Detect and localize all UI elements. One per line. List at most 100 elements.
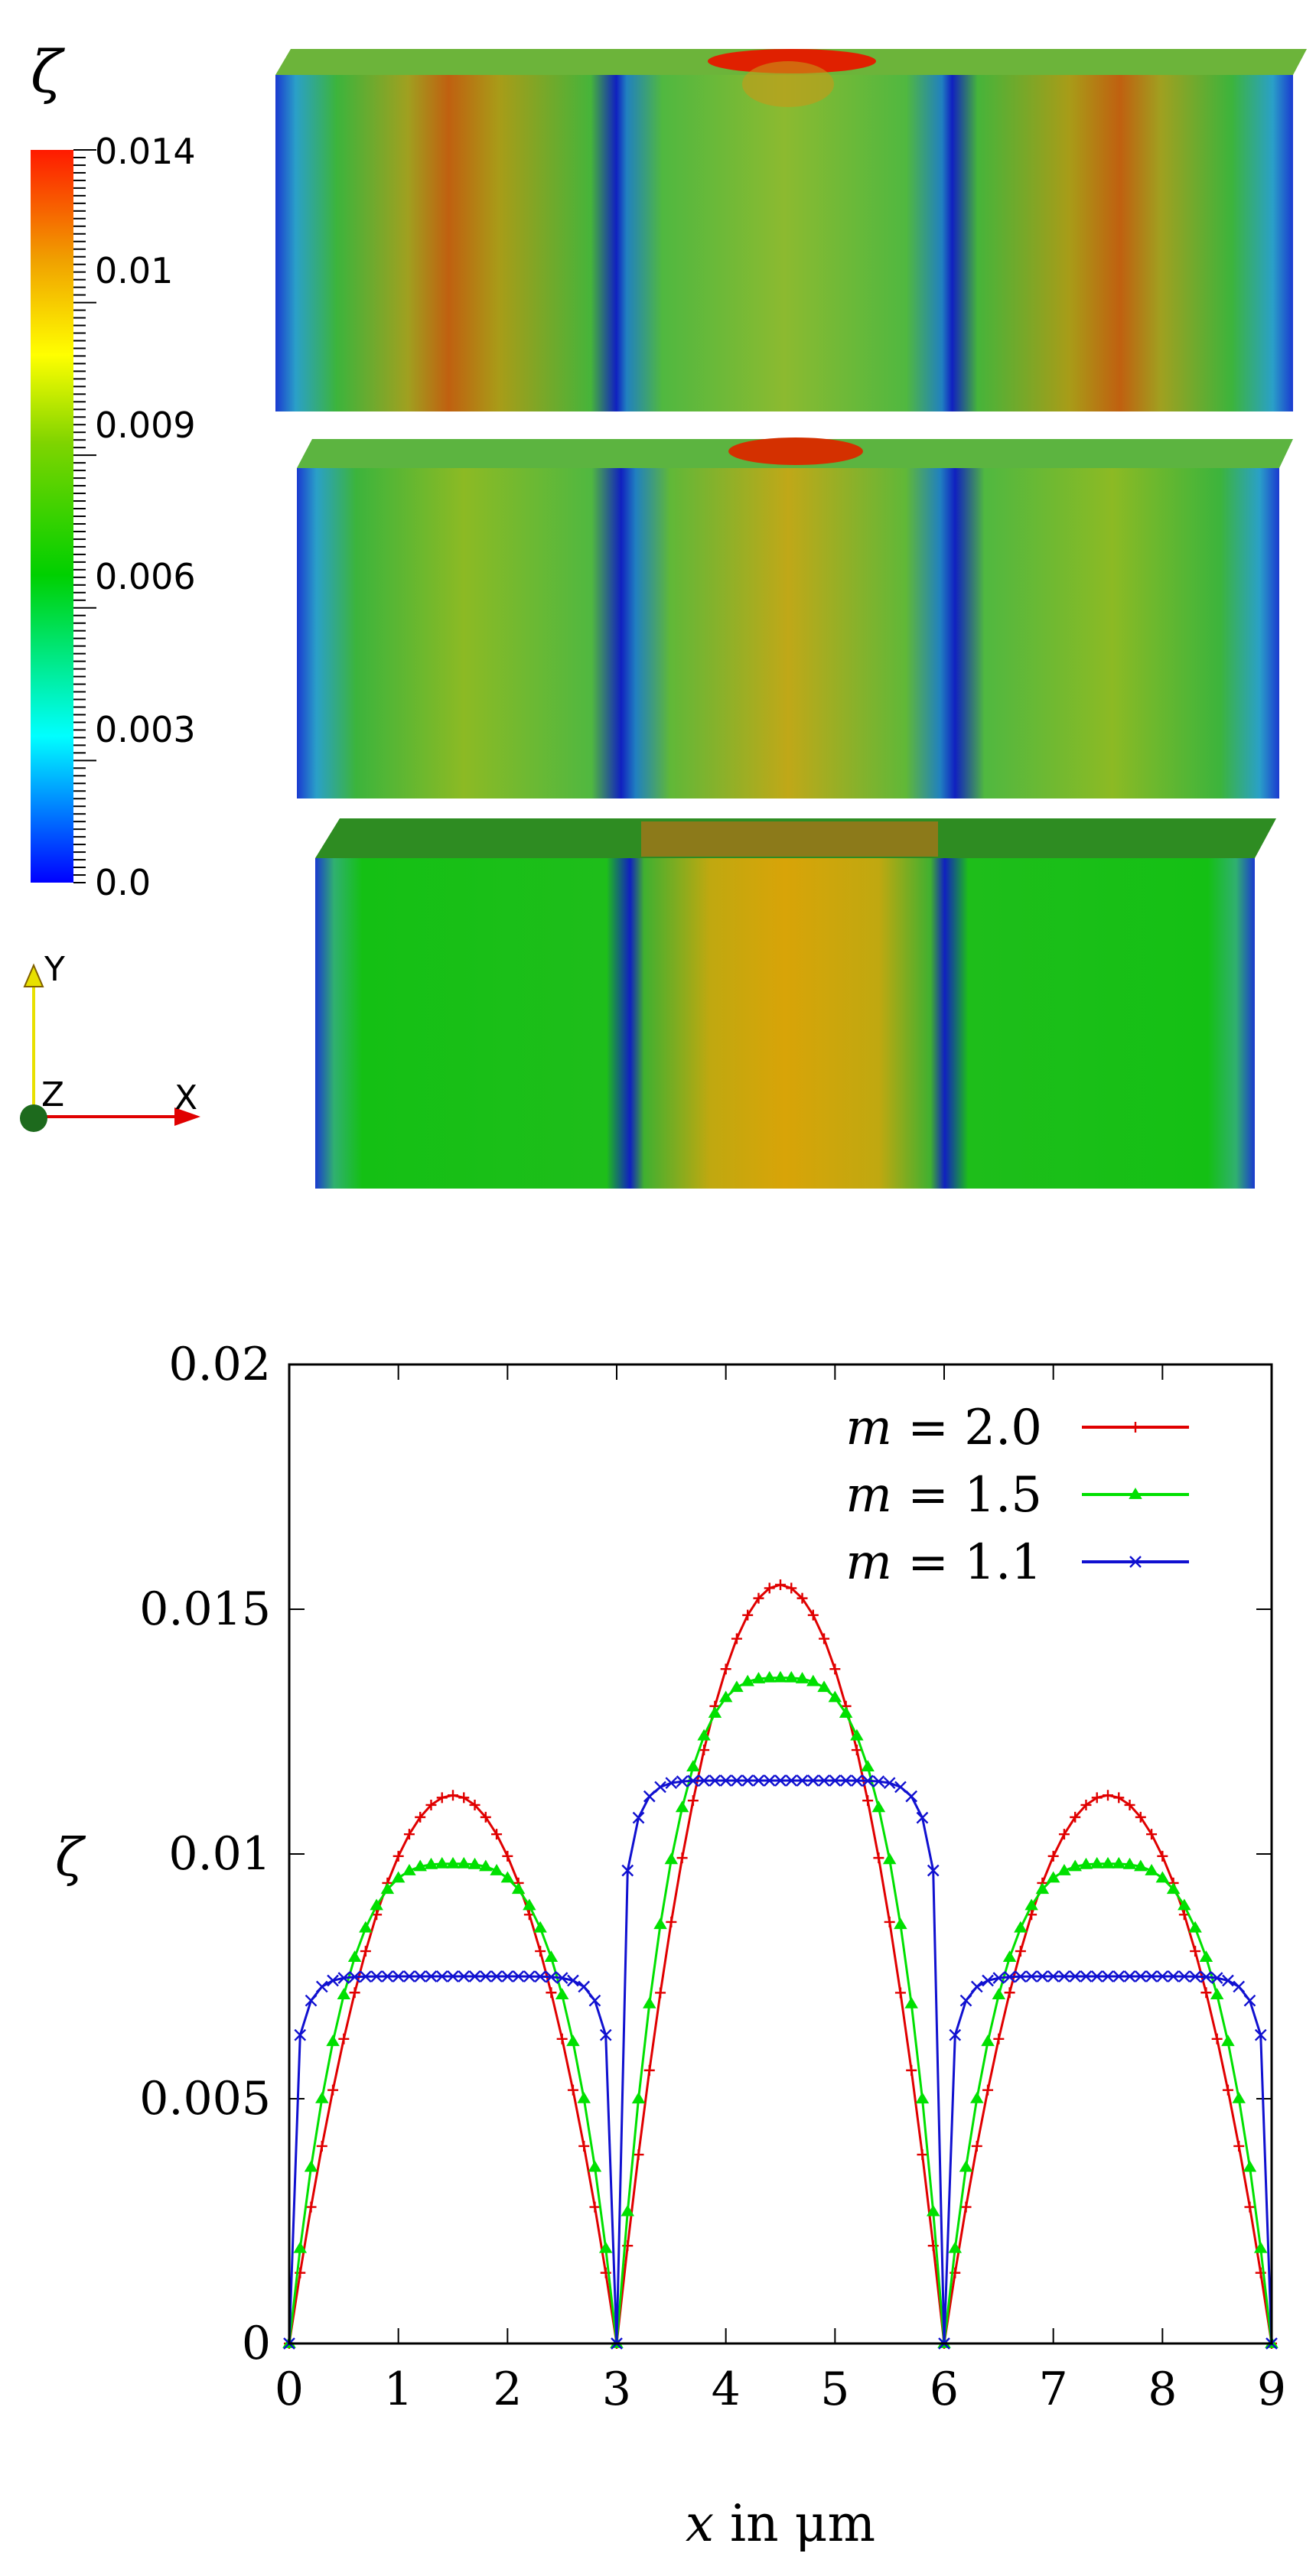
data-point	[1036, 1970, 1049, 1982]
data-point	[1200, 1987, 1212, 1999]
data-point	[621, 2204, 635, 2217]
x-tick-label: 3	[602, 2363, 631, 2416]
data-point	[413, 1859, 427, 1872]
data-point	[360, 1946, 371, 1957]
data-point	[403, 1829, 415, 1840]
x-tick-label: 2	[493, 2363, 522, 2416]
data-point	[359, 1921, 373, 1933]
data-point	[818, 1774, 830, 1787]
x-axis-label-rest: in μm	[714, 2494, 875, 2553]
data-point	[588, 2160, 602, 2172]
data-point	[784, 1670, 799, 1683]
data-point	[992, 1988, 1006, 2000]
data-point	[1210, 1988, 1224, 2000]
data-point	[751, 1672, 766, 1683]
y-tick-label: 0.005	[139, 2072, 271, 2126]
x-axis-label-var: x	[686, 2494, 714, 2553]
data-point	[1102, 1970, 1114, 1982]
data-point	[544, 1950, 559, 1963]
data-point	[403, 1970, 415, 1982]
data-point	[1112, 1970, 1125, 1982]
data-point	[555, 1988, 569, 2000]
data-point	[1024, 1898, 1038, 1911]
data-point	[534, 1970, 546, 1983]
data-point	[785, 1774, 798, 1787]
data-point	[719, 1774, 732, 1787]
data-point	[806, 1774, 819, 1787]
data-point	[654, 1781, 666, 1794]
data-point	[753, 1592, 764, 1604]
data-point	[1233, 2140, 1245, 2152]
data-point	[1070, 1811, 1081, 1823]
data-point	[457, 1856, 471, 1869]
data-point	[467, 1857, 482, 1869]
data-point	[293, 2241, 308, 2253]
chart-series-layer	[282, 1579, 1279, 2350]
triad-z-label: Z	[41, 1075, 64, 1114]
data-point	[763, 1774, 776, 1787]
series-line	[288, 1677, 1273, 2344]
slab-top-hotspot	[708, 49, 876, 73]
data-point	[1167, 1970, 1180, 1982]
data-point	[1210, 1972, 1223, 1984]
data-point	[402, 1863, 416, 1875]
data-point	[479, 1859, 493, 1872]
data-point	[982, 2084, 994, 2096]
data-point	[1221, 2034, 1235, 2047]
data-point	[742, 1609, 754, 1621]
data-point	[699, 1745, 710, 1756]
colorbar-tick-label: 0.006	[95, 556, 196, 597]
data-point	[1233, 1980, 1246, 1993]
colorbar-tick-label: 0.014	[95, 131, 196, 172]
data-point	[436, 1792, 448, 1804]
data-point	[1155, 1871, 1170, 1883]
y-axis-label: ζ	[55, 1828, 86, 1888]
data-point	[731, 1774, 743, 1787]
data-point	[1253, 2241, 1268, 2253]
data-point	[315, 1980, 328, 1993]
y-tick-label: 0.02	[168, 1338, 271, 1391]
data-point	[1057, 1863, 1071, 1875]
x-tick-label: 1	[384, 2363, 413, 2416]
data-point	[862, 1795, 874, 1807]
x-tick-label: 0	[275, 2363, 304, 2416]
data-point	[643, 1996, 656, 2008]
data-point	[501, 1970, 514, 1982]
data-point	[598, 2241, 613, 2253]
data-point	[1178, 1970, 1191, 1982]
data-point	[589, 2201, 601, 2213]
data-point	[655, 1987, 666, 1999]
data-point	[741, 1674, 754, 1686]
plot-frame	[288, 1363, 1273, 2345]
legend-marker	[1130, 1422, 1141, 1433]
data-point	[1015, 1970, 1027, 1983]
data-point	[882, 1852, 897, 1865]
data-point	[851, 1745, 862, 1756]
data-point	[871, 1800, 886, 1813]
data-point	[304, 2160, 318, 2172]
data-point	[970, 2091, 984, 2103]
render-panel: ζ 0.014 0.01 0.009 0.006 0.003 0.0 Y Z X	[20, 37, 1307, 1189]
data-point	[315, 2091, 329, 2103]
data-point	[731, 1633, 742, 1644]
data-point	[817, 1680, 831, 1693]
data-point	[1103, 1790, 1113, 1801]
data-point	[370, 1898, 383, 1911]
data-point	[971, 2140, 982, 2152]
data-point	[546, 1987, 557, 1999]
data-point	[435, 1970, 448, 1982]
data-point	[851, 1774, 863, 1787]
data-point	[905, 1790, 918, 1803]
data-point	[676, 1775, 689, 1787]
data-point	[687, 1795, 699, 1807]
legend-marker	[1129, 1488, 1142, 1499]
data-point	[480, 1811, 491, 1823]
triad-y-arrow-icon	[23, 963, 44, 987]
data-point	[479, 1970, 492, 1982]
data-point	[491, 1829, 503, 1840]
data-point	[425, 1970, 438, 1982]
slab-front-face	[315, 858, 1255, 1189]
data-point	[523, 1970, 536, 1982]
